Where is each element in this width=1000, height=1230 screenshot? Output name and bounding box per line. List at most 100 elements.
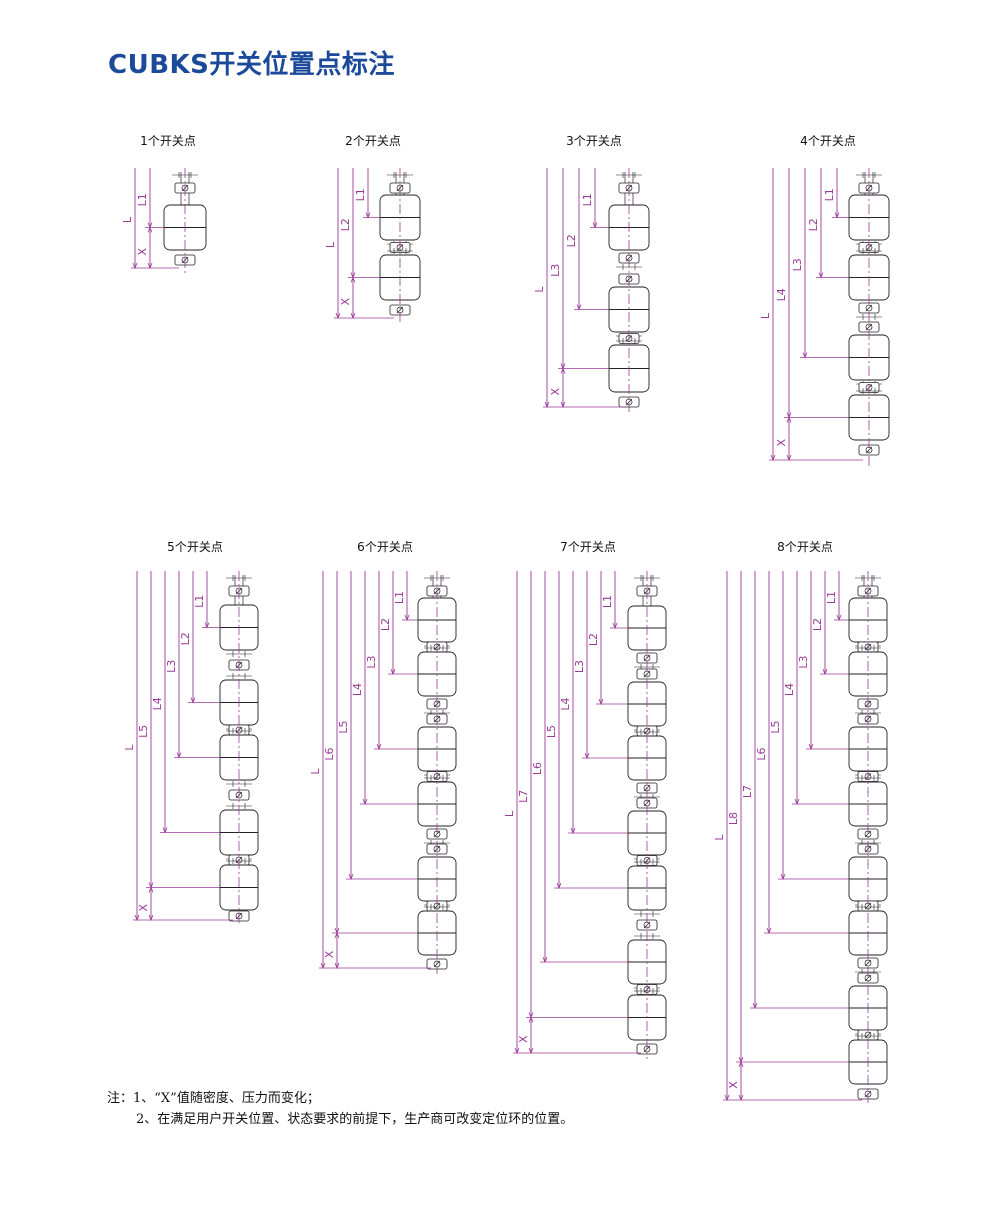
- dimension-arrow: [350, 276, 356, 283]
- dimension-label-L5: L5: [769, 720, 782, 733]
- dimension-arrow: [334, 962, 340, 970]
- dimension-arrow: [560, 367, 566, 374]
- dimension-arrow: [148, 914, 154, 922]
- dimension-label-L5: L5: [137, 725, 150, 738]
- diagram-title-5: 5个开关点: [167, 540, 223, 554]
- dimension-label-L3: L3: [365, 655, 378, 668]
- dimension-arrow: [738, 1060, 744, 1068]
- dimension-label-L8: L8: [727, 812, 740, 825]
- dimension-label-X: X: [517, 1035, 530, 1043]
- collar-screw-icon: [864, 1031, 872, 1039]
- dimension-label-L5: L5: [545, 725, 558, 738]
- dimension-arrow: [148, 886, 154, 893]
- dimension-label-L6: L6: [755, 747, 768, 760]
- dimension-label-X: X: [323, 950, 336, 958]
- dimension-label-X: X: [549, 388, 562, 396]
- switch-diagram-4: L L1 L2 L3 L4 X: [759, 168, 890, 466]
- dimension-label-L1: L1: [393, 591, 406, 604]
- dimension-arrow: [528, 1047, 534, 1055]
- dimension-label-L4: L4: [351, 683, 364, 696]
- dimension-label-L7: L7: [517, 790, 530, 803]
- dimension-label-X: X: [137, 904, 150, 912]
- dimension-label-L4: L4: [775, 288, 788, 301]
- dimension-label-L1: L1: [581, 193, 594, 206]
- dimension-label-X: X: [775, 439, 788, 447]
- dimension-label-L1: L1: [193, 595, 206, 608]
- dimension-label-L: L: [713, 834, 726, 841]
- dimension-label-L3: L3: [573, 660, 586, 673]
- dimension-arrow: [528, 1016, 534, 1023]
- dimension-arrow: [334, 931, 340, 939]
- dimension-label-L: L: [324, 241, 337, 248]
- page-title: CUBKS开关位置点标注: [108, 50, 395, 80]
- dimension-label-L1: L1: [136, 193, 149, 206]
- dimension-label-L4: L4: [151, 697, 164, 710]
- diagram-title-2: 2个开关点: [345, 134, 401, 148]
- switch-diagram-5: L L1 L2 L3 L4 L5 X: [123, 571, 259, 926]
- switch-diagram-3: L L1 L2 L3 X: [533, 168, 650, 413]
- dimension-label-L2: L2: [565, 234, 578, 247]
- dimension-arrow: [560, 401, 566, 409]
- dimension-label-X: X: [339, 298, 352, 306]
- collar-screw-slash: [864, 830, 872, 838]
- dimension-label-L2: L2: [379, 618, 392, 631]
- dimension-label-L6: L6: [531, 762, 544, 775]
- dimension-label-L4: L4: [559, 697, 572, 710]
- diagram-title-7: 7个开关点: [560, 540, 616, 554]
- note-1: 注：1、“X”值随密度、压力而变化；: [107, 1091, 320, 1106]
- dimension-label-L1: L1: [823, 188, 836, 201]
- dimension-label-L2: L2: [807, 218, 820, 231]
- dimension-label-L: L: [533, 286, 546, 293]
- collar-screw-slash: [433, 830, 441, 838]
- diagram-title-6: 6个开关点: [357, 540, 413, 554]
- collar-screw-slash: [864, 974, 872, 982]
- switch-diagram-7: L L1 L2 L3 L4 L5 L6 L7 X: [503, 571, 667, 1059]
- dimension-label-L1: L1: [825, 591, 838, 604]
- dimension-label-L: L: [123, 744, 136, 751]
- diagram-title-8: 8个开关点: [777, 540, 833, 554]
- collar-screw-icon: [864, 959, 872, 967]
- dimension-label-L2: L2: [587, 633, 600, 646]
- dimension-label-L: L: [759, 312, 772, 319]
- dimension-label-L2: L2: [179, 632, 192, 645]
- collar-screw-slash: [433, 902, 441, 910]
- collar-screw-slash: [643, 727, 651, 735]
- dimension-label-L6: L6: [323, 747, 336, 760]
- dimension-label-L2: L2: [339, 218, 352, 231]
- note-2: 2、在满足用户开关位置、状态要求的前提下，生产商可改变定位环的位置。: [136, 1112, 574, 1127]
- dimension-label-L5: L5: [337, 720, 350, 733]
- dimension-label-L3: L3: [797, 655, 810, 668]
- switch-diagram-1: L L1 X: [121, 168, 207, 274]
- dimension-label-L7: L7: [741, 785, 754, 798]
- collar-screw-slash: [643, 921, 651, 929]
- collar-screw-slash: [643, 799, 651, 807]
- dimension-label-L3: L3: [791, 258, 804, 271]
- dimension-arrow: [786, 454, 792, 462]
- dimension-label-L3: L3: [165, 660, 178, 673]
- dimension-arrow: [738, 1094, 744, 1102]
- diagram-title-4: 4个开关点: [800, 134, 856, 148]
- collar-screw-icon: [865, 304, 873, 312]
- dimension-arrow: [350, 312, 356, 320]
- dimension-arrow: [147, 226, 153, 233]
- diagram-title-3: 3个开关点: [566, 134, 622, 148]
- collar-screw-slash: [864, 902, 872, 910]
- dimension-label-L: L: [121, 216, 134, 223]
- dimension-label-X: X: [136, 248, 149, 256]
- dimension-arrow: [147, 262, 153, 270]
- switch-diagram-8: L L1 L2 L3 L4 L5 L6 L7 L8 X: [713, 571, 888, 1106]
- dimension-label-L1: L1: [601, 595, 614, 608]
- diagram-title-1: 1个开关点: [140, 134, 196, 148]
- dimension-label-L1: L1: [354, 188, 367, 201]
- dimension-arrow: [786, 416, 792, 423]
- dimension-label-L: L: [503, 810, 516, 817]
- dimension-label-L3: L3: [549, 264, 562, 277]
- collar-screw-slash: [396, 306, 404, 314]
- dimension-label-L: L: [309, 768, 322, 775]
- notes: 注：1、“X”值随密度、压力而变化； 2、在满足用户开关位置、状态要求的前提下，…: [107, 1088, 573, 1130]
- dimension-label-X: X: [727, 1081, 740, 1089]
- collar-screw-slash: [865, 446, 873, 454]
- dimension-label-L4: L4: [783, 683, 796, 696]
- dimension-label-L2: L2: [811, 618, 824, 631]
